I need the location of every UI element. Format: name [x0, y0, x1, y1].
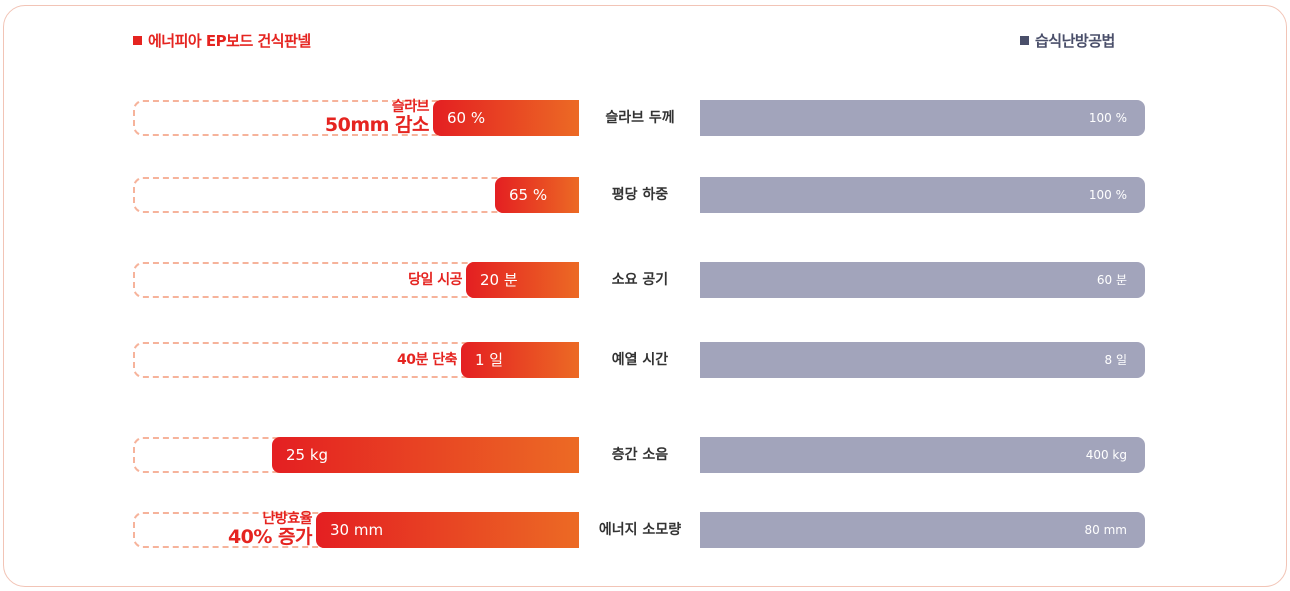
row-label: 에너지 소모량 — [598, 522, 682, 538]
note-line: 40분 단축 — [397, 352, 458, 368]
right-bar: 100 % — [700, 177, 1145, 213]
row-label: 소요 공기 — [611, 272, 669, 288]
note-line: 40% 증가 — [227, 526, 313, 549]
right-bar: 400 kg — [700, 437, 1145, 473]
left-bar: 30 mm — [316, 512, 579, 548]
row-label: 예열 시간 — [611, 352, 669, 368]
right-bar: 60 분 — [700, 262, 1145, 298]
left-bar: 60 % — [433, 100, 579, 136]
note-line: 50mm 감소 — [324, 114, 430, 137]
note-line: 난방효율 — [262, 511, 312, 527]
right-bar: 8 일 — [700, 342, 1145, 378]
row-label: 슬라브 두께 — [605, 110, 675, 126]
legend-left: 에너피아 EP보드 건식판넬 — [133, 30, 311, 51]
left-bar: 20 분 — [466, 262, 579, 298]
bar-note: 난방효율 40% 증가 — [227, 511, 313, 549]
right-bar: 80 mm — [700, 512, 1145, 548]
left-bar: 1 일 — [461, 342, 579, 378]
row-label: 평당 하중 — [611, 187, 669, 203]
bar-note: 40분 단축 — [397, 352, 458, 368]
note-line: 당일 시공 — [408, 272, 462, 288]
panel — [3, 5, 1287, 587]
bar-note: 당일 시공 — [408, 272, 462, 288]
left-bar: 65 % — [495, 177, 579, 213]
bar-note: 슬라브 50mm 감소 — [324, 99, 430, 137]
left-bar: 25 kg — [272, 437, 579, 473]
right-bar: 100 % — [700, 100, 1145, 136]
legend-right: 습식난방공법 — [1020, 30, 1115, 51]
row-label: 층간 소음 — [611, 447, 669, 463]
note-line: 슬라브 — [391, 99, 430, 115]
